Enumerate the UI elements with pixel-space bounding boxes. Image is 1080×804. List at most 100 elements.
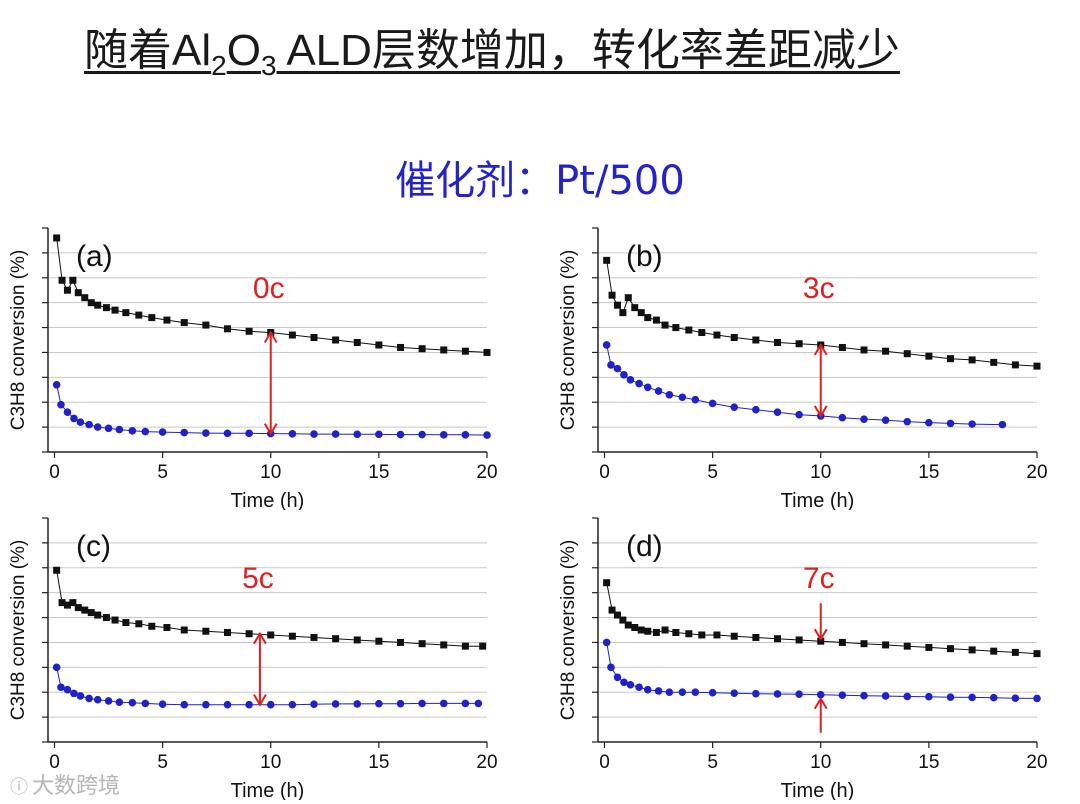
data-point-blue	[128, 698, 137, 707]
data-point-blue	[968, 420, 976, 428]
data-point-blue	[353, 700, 362, 708]
cycle-annotation: 7c	[803, 562, 835, 595]
data-point-blue	[613, 673, 622, 682]
data-point-blue	[925, 418, 933, 427]
data-point-blue	[752, 689, 760, 698]
x-tick-label: 0	[49, 752, 60, 773]
data-point-black	[440, 346, 448, 354]
data-point-black	[87, 609, 95, 617]
chart-panel-a: 0 5 10 15 20 Time (h) C3H8 conversion (%) (a) 0c	[0, 220, 520, 510]
data-point-blue	[773, 408, 782, 416]
data-point-black	[396, 638, 404, 646]
data-point-black	[619, 616, 627, 624]
data-point-black	[461, 642, 469, 650]
data-point-black	[202, 627, 210, 635]
data-point-blue	[85, 694, 93, 703]
x-tick-label: 15	[918, 752, 939, 773]
difference-arrowhead-up	[263, 330, 278, 344]
data-point-blue	[607, 361, 615, 369]
data-point-black	[418, 345, 426, 353]
x-tick-label: 10	[810, 752, 831, 773]
data-point-black	[440, 641, 448, 649]
data-point-blue	[461, 431, 470, 439]
x-tick-label: 5	[707, 752, 718, 773]
x-tick-label: 10	[260, 752, 281, 773]
y-axis-label: C3H8 conversion (%)	[8, 250, 29, 431]
data-point-black	[637, 309, 645, 317]
data-point-blue	[643, 685, 652, 694]
data-point-black	[288, 331, 296, 339]
data-point-black	[74, 289, 82, 297]
x-tick-label: 20	[1026, 462, 1047, 483]
data-point-blue	[375, 430, 383, 439]
cycle-annotation: 3c	[803, 272, 835, 305]
data-point-blue	[607, 663, 615, 672]
data-point-blue	[202, 429, 210, 437]
data-point-blue	[461, 699, 470, 708]
data-point-blue	[57, 683, 65, 692]
data-point-black	[608, 606, 616, 614]
chart-b: 0 5 10 15 20 Time (h) C3H8 conversion (%) (b) 3c	[558, 227, 1048, 510]
panel-label: (d)	[626, 530, 663, 563]
data-point-blue	[654, 687, 663, 695]
cycle-annotation: 5c	[242, 562, 274, 595]
data-point-black	[685, 630, 693, 638]
data-point-blue	[202, 700, 210, 709]
data-point-black	[58, 276, 66, 284]
data-point-black	[1033, 650, 1041, 658]
panel-label: (c)	[76, 530, 111, 563]
data-point-blue	[752, 405, 760, 414]
data-point-blue	[665, 688, 674, 697]
data-point-black	[122, 309, 130, 317]
data-point-blue	[678, 688, 687, 697]
data-point-black	[332, 336, 340, 344]
cycle-annotation: 0c	[253, 272, 285, 305]
data-point-blue	[730, 689, 739, 698]
data-point-black	[661, 626, 669, 634]
data-point-blue	[76, 692, 85, 700]
x-tick-label: 20	[476, 462, 497, 483]
data-point-black	[69, 276, 77, 284]
data-point-black	[652, 628, 660, 636]
data-point-black	[267, 631, 275, 639]
data-point-blue	[128, 427, 137, 435]
catalyst-subtitle: 催化剂：Pt/500	[395, 158, 685, 204]
data-point-black	[163, 624, 171, 632]
series-line-blue	[606, 344, 1003, 426]
data-point-blue	[881, 692, 890, 700]
data-point-black	[631, 304, 639, 312]
x-tick-label: 15	[368, 462, 389, 483]
data-point-black	[946, 645, 954, 653]
data-point-blue	[52, 381, 61, 389]
data-point-blue	[245, 429, 253, 438]
difference-arrowhead-up	[813, 696, 828, 710]
data-point-black	[81, 294, 89, 302]
data-point-black	[619, 309, 627, 317]
data-point-blue	[439, 699, 448, 708]
data-point-black	[730, 632, 738, 640]
data-point-black	[882, 347, 890, 355]
data-point-black	[968, 646, 976, 654]
data-point-blue	[141, 427, 150, 436]
x-tick-label: 15	[918, 462, 939, 483]
data-point-black	[135, 311, 143, 319]
data-point-black	[163, 316, 171, 324]
data-point-black	[925, 352, 933, 360]
data-point-black	[608, 291, 616, 299]
data-point-black	[148, 314, 156, 322]
data-point-blue	[691, 688, 700, 697]
data-point-blue	[57, 400, 65, 409]
data-point-blue	[678, 393, 687, 402]
data-point-black	[613, 301, 621, 309]
data-point-blue	[93, 423, 102, 431]
data-point-black	[903, 642, 911, 650]
data-point-black	[624, 294, 632, 302]
data-point-black	[713, 631, 721, 639]
x-tick-label: 5	[707, 462, 718, 483]
data-point-black	[624, 621, 632, 629]
panel-label: (a)	[76, 240, 113, 273]
data-point-black	[652, 316, 660, 324]
data-point-black	[94, 301, 102, 309]
data-point-black	[882, 641, 890, 649]
data-point-blue	[635, 379, 643, 388]
